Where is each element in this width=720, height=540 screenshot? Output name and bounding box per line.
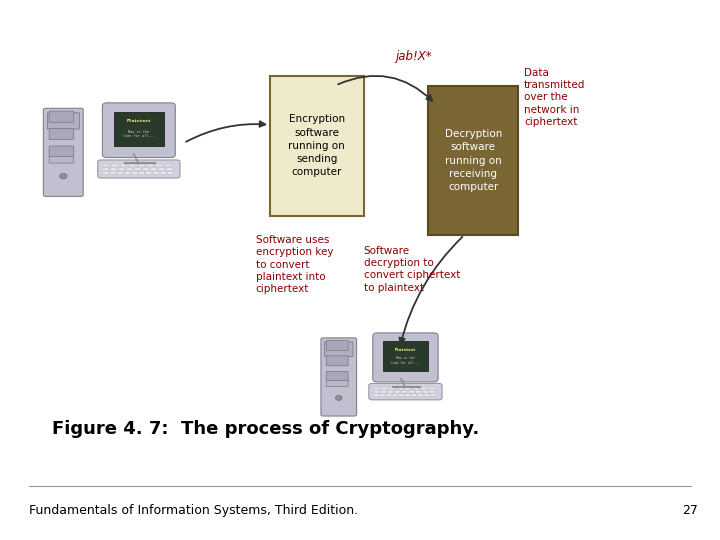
FancyBboxPatch shape <box>158 168 164 171</box>
FancyBboxPatch shape <box>139 172 145 174</box>
FancyBboxPatch shape <box>102 103 176 158</box>
Circle shape <box>336 395 342 400</box>
Text: jab!X*: jab!X* <box>396 50 432 63</box>
FancyBboxPatch shape <box>117 172 123 174</box>
FancyBboxPatch shape <box>421 387 426 390</box>
FancyBboxPatch shape <box>326 381 348 387</box>
FancyBboxPatch shape <box>143 168 148 171</box>
FancyBboxPatch shape <box>114 112 164 146</box>
FancyBboxPatch shape <box>415 390 421 393</box>
FancyBboxPatch shape <box>139 164 145 167</box>
FancyBboxPatch shape <box>127 168 132 171</box>
FancyBboxPatch shape <box>121 164 127 167</box>
Text: Plaintext: Plaintext <box>127 119 151 123</box>
FancyBboxPatch shape <box>110 172 116 174</box>
FancyBboxPatch shape <box>402 390 407 393</box>
FancyBboxPatch shape <box>374 394 379 396</box>
FancyBboxPatch shape <box>373 333 438 382</box>
FancyBboxPatch shape <box>397 387 402 390</box>
FancyBboxPatch shape <box>103 168 109 171</box>
Circle shape <box>60 173 67 179</box>
FancyBboxPatch shape <box>103 164 109 167</box>
FancyBboxPatch shape <box>369 383 442 400</box>
Text: Fundamentals of Information Systems, Third Edition.: Fundamentals of Information Systems, Thi… <box>29 504 358 517</box>
FancyBboxPatch shape <box>430 390 435 393</box>
FancyBboxPatch shape <box>146 172 152 174</box>
FancyBboxPatch shape <box>374 390 379 393</box>
FancyBboxPatch shape <box>395 390 400 393</box>
FancyBboxPatch shape <box>112 164 118 167</box>
FancyBboxPatch shape <box>130 164 135 167</box>
Text: 27: 27 <box>683 504 698 517</box>
FancyBboxPatch shape <box>429 387 434 390</box>
FancyBboxPatch shape <box>125 172 130 174</box>
Text: Encryption
software
running on
sending
computer: Encryption software running on sending c… <box>289 114 345 177</box>
FancyBboxPatch shape <box>48 113 79 129</box>
FancyBboxPatch shape <box>153 172 159 174</box>
FancyBboxPatch shape <box>409 390 414 393</box>
FancyBboxPatch shape <box>135 168 140 171</box>
FancyBboxPatch shape <box>381 390 386 393</box>
FancyBboxPatch shape <box>405 387 410 390</box>
FancyBboxPatch shape <box>405 394 410 396</box>
FancyBboxPatch shape <box>49 146 73 157</box>
FancyBboxPatch shape <box>43 109 84 197</box>
Text: Software uses
encryption key
to convert
plaintext into
ciphertext: Software uses encryption key to convert … <box>256 235 333 294</box>
FancyBboxPatch shape <box>412 394 417 396</box>
Text: Now is the
time for all...: Now is the time for all... <box>392 356 420 365</box>
Text: Data
transmitted
over the
network in
ciphertext: Data transmitted over the network in cip… <box>524 68 585 127</box>
FancyBboxPatch shape <box>148 164 153 167</box>
Text: Software
decryption to
convert ciphertext
to plaintext: Software decryption to convert ciphertex… <box>364 246 460 293</box>
FancyBboxPatch shape <box>111 168 117 171</box>
FancyBboxPatch shape <box>98 160 180 178</box>
FancyBboxPatch shape <box>49 157 73 163</box>
FancyBboxPatch shape <box>380 394 385 396</box>
FancyBboxPatch shape <box>103 172 109 174</box>
FancyBboxPatch shape <box>166 168 173 171</box>
FancyBboxPatch shape <box>424 394 429 396</box>
FancyBboxPatch shape <box>160 172 166 174</box>
FancyBboxPatch shape <box>418 394 423 396</box>
FancyBboxPatch shape <box>423 390 428 393</box>
FancyBboxPatch shape <box>325 342 353 356</box>
FancyBboxPatch shape <box>119 168 125 171</box>
FancyBboxPatch shape <box>392 394 398 396</box>
Text: Now is the
time for all...: Now is the time for all... <box>123 130 155 138</box>
Text: Plaintext: Plaintext <box>395 348 416 352</box>
FancyBboxPatch shape <box>49 111 73 122</box>
FancyBboxPatch shape <box>167 172 174 174</box>
FancyBboxPatch shape <box>49 129 73 140</box>
FancyBboxPatch shape <box>326 341 348 350</box>
FancyBboxPatch shape <box>399 394 404 396</box>
FancyBboxPatch shape <box>374 387 379 390</box>
FancyBboxPatch shape <box>386 394 392 396</box>
FancyBboxPatch shape <box>390 387 395 390</box>
FancyBboxPatch shape <box>270 76 364 216</box>
FancyBboxPatch shape <box>166 164 171 167</box>
Text: Decryption
software
running on
receiving
computer: Decryption software running on receiving… <box>445 129 502 192</box>
FancyBboxPatch shape <box>428 86 518 235</box>
FancyBboxPatch shape <box>150 168 156 171</box>
Text: Figure 4. 7:  The process of Cryptography.: Figure 4. 7: The process of Cryptography… <box>52 420 479 438</box>
FancyBboxPatch shape <box>326 372 348 381</box>
FancyBboxPatch shape <box>413 387 418 390</box>
FancyBboxPatch shape <box>321 338 356 416</box>
FancyBboxPatch shape <box>431 394 436 396</box>
FancyBboxPatch shape <box>326 356 348 366</box>
FancyBboxPatch shape <box>383 341 428 371</box>
FancyBboxPatch shape <box>156 164 163 167</box>
FancyBboxPatch shape <box>382 387 387 390</box>
FancyBboxPatch shape <box>132 172 138 174</box>
FancyBboxPatch shape <box>387 390 393 393</box>
